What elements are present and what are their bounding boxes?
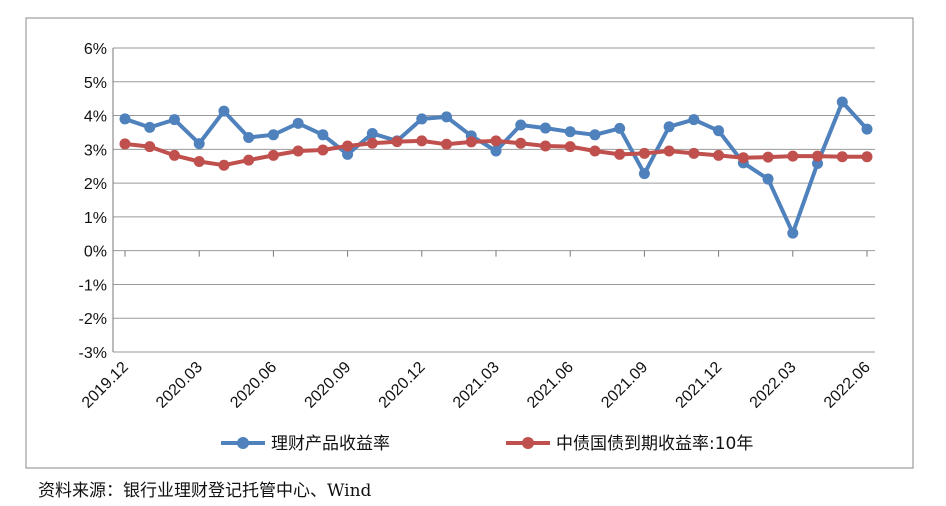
grid-lines xyxy=(112,47,875,353)
data-point xyxy=(762,151,774,163)
y-tick-label: -2% xyxy=(79,311,107,328)
source-note: 资料来源：银行业理财登记托管中心、Wind xyxy=(38,481,372,501)
data-point xyxy=(441,111,453,123)
legend-swatch-marker xyxy=(522,437,534,449)
data-point xyxy=(416,135,428,147)
data-point xyxy=(366,127,378,139)
data-point xyxy=(614,122,626,134)
data-point xyxy=(564,141,576,153)
outer-border xyxy=(25,17,914,469)
data-point xyxy=(713,125,725,137)
data-point xyxy=(490,145,502,157)
data-point xyxy=(638,168,650,180)
y-tick-label: 4% xyxy=(84,109,107,126)
data-point xyxy=(688,147,700,159)
data-point xyxy=(416,113,428,125)
y-tick-label: 1% xyxy=(84,210,107,227)
data-point xyxy=(119,138,131,150)
y-tick-label: 3% xyxy=(84,142,107,159)
data-point xyxy=(243,132,255,144)
data-point xyxy=(589,129,601,141)
data-point xyxy=(515,137,527,149)
data-point xyxy=(119,113,131,125)
data-point xyxy=(317,144,329,156)
data-point xyxy=(836,151,848,163)
data-point xyxy=(589,145,601,157)
data-point xyxy=(218,159,230,171)
y-tick-label: 5% xyxy=(84,75,107,92)
legend: 理财产品收益率 中债国债到期收益率:10年 xyxy=(221,434,753,454)
legend-swatch-marker xyxy=(237,437,249,449)
legend-label: 中债国债到期收益率:10年 xyxy=(556,434,753,454)
data-point xyxy=(663,145,675,157)
data-point xyxy=(663,121,675,133)
y-axis-tick-labels: 6% 5% 4% 3% 2% 1% 0% -1% -2% -3% xyxy=(79,41,107,362)
data-point xyxy=(861,123,873,135)
data-point xyxy=(168,149,180,161)
data-point xyxy=(292,145,304,157)
y-tick-label: 6% xyxy=(84,41,107,58)
y-tick-label: 2% xyxy=(84,176,107,193)
data-point xyxy=(144,121,156,133)
data-point xyxy=(267,129,279,141)
y-tick-label: 0% xyxy=(84,244,107,261)
data-point xyxy=(713,149,725,161)
data-point xyxy=(688,114,700,126)
data-point xyxy=(564,126,576,138)
data-point xyxy=(292,117,304,129)
data-point xyxy=(812,150,824,162)
y-tick-label: -3% xyxy=(79,345,107,362)
data-point xyxy=(836,96,848,108)
data-point xyxy=(638,147,650,159)
data-point xyxy=(317,129,329,141)
data-point xyxy=(490,135,502,147)
data-point xyxy=(465,136,477,148)
data-point xyxy=(193,138,205,150)
data-point xyxy=(342,148,354,160)
data-point xyxy=(787,150,799,162)
data-point xyxy=(539,122,551,134)
data-point xyxy=(737,152,749,164)
data-point xyxy=(267,149,279,161)
data-point xyxy=(144,141,156,153)
data-point xyxy=(218,105,230,117)
data-point xyxy=(539,140,551,152)
data-point xyxy=(391,136,403,148)
data-point xyxy=(762,173,774,185)
data-point xyxy=(614,148,626,160)
data-point xyxy=(193,155,205,167)
data-point xyxy=(168,114,180,126)
data-point xyxy=(243,154,255,166)
series-lines xyxy=(119,96,873,239)
data-point xyxy=(441,138,453,150)
data-point xyxy=(787,227,799,239)
data-point xyxy=(515,119,527,131)
data-point xyxy=(342,140,354,152)
data-point xyxy=(861,151,873,163)
data-point xyxy=(366,137,378,149)
legend-label: 理财产品收益率 xyxy=(271,434,390,454)
y-tick-label: -1% xyxy=(79,277,107,294)
